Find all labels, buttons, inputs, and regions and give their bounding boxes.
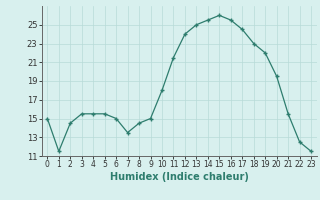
X-axis label: Humidex (Indice chaleur): Humidex (Indice chaleur) [110,172,249,182]
